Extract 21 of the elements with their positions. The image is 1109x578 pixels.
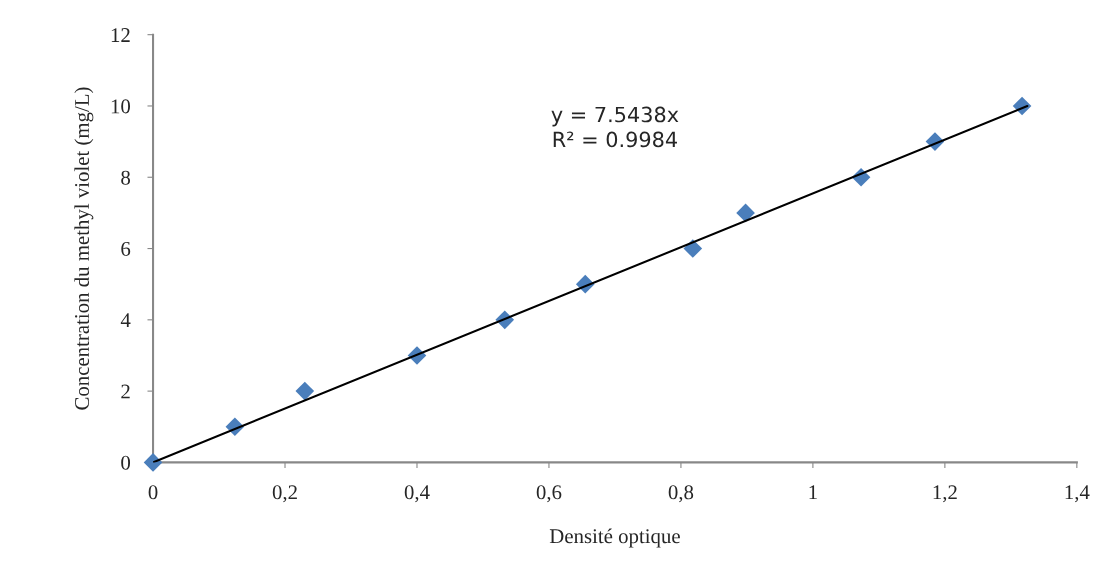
x-tick-label: 1,2	[933, 485, 957, 503]
x-tick-label: 0,2	[272, 485, 297, 503]
y-axis-title: Concentration du methyl violet (mg/L)	[74, 87, 94, 410]
y-tick-label: 6	[121, 241, 131, 256]
x-tick-label: 0,6	[536, 485, 562, 503]
x-tick-label: 0	[148, 485, 158, 500]
y-tick-label: 8	[121, 170, 131, 185]
y-tick-label: 2	[121, 384, 130, 399]
annotation: y = 7.5438x R² = 0.9984	[551, 106, 679, 148]
y-tick-label: 4	[120, 313, 131, 328]
x-tick-label: 0,8	[668, 485, 694, 503]
x-tick-label: 1	[809, 485, 817, 500]
y-tick-label: 10	[111, 99, 131, 114]
x-tick-label: 1,4	[1065, 485, 1090, 503]
point	[295, 381, 315, 401]
x-axis-title: Densité optique	[549, 528, 680, 548]
y-tick-label: 0	[121, 455, 131, 470]
point	[736, 203, 755, 223]
point	[683, 239, 703, 258]
x-tick-label: 0,4	[404, 485, 430, 503]
y-tick-label: 12	[111, 28, 130, 42]
